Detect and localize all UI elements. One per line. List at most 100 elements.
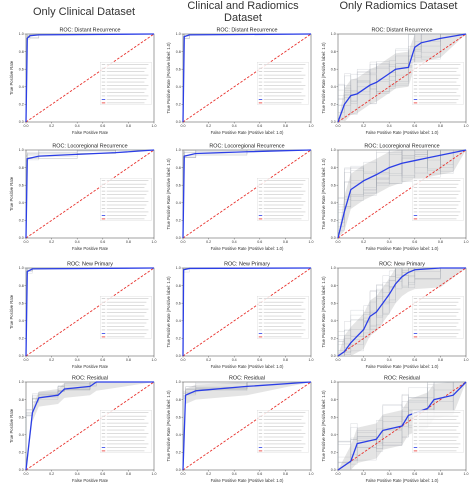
chart-title: ROC: New Primary (224, 262, 270, 268)
chart-title: ROC: Distant Recurrence (59, 28, 120, 34)
x-tick-label: 1.0 (152, 472, 157, 476)
roc-panel-r2c1: ROC: New Primary 0.0 0.0 0.2 0.2 0.4 0.4 0.6 0.6… (165, 258, 315, 370)
chart-title: ROC: Locoregional Recurrence (52, 144, 127, 150)
roc-chart-svg: ROC: Distant Recurrence 0.00.0 0.2 0.2 0.4 0.… (166, 28, 314, 136)
x-tick-label: 1.0 (309, 240, 314, 244)
x-tick-label: 0.0 (336, 124, 341, 128)
y-tick-label: 0.0 (19, 354, 24, 358)
y-tick-label: 0.6 (19, 67, 24, 71)
y-tick-label: 1.0 (331, 380, 336, 384)
x-tick-label: 0.8 (126, 240, 131, 244)
chart-title: ROC: Locoregional Recurrence (209, 144, 284, 150)
y-axis-label: True Positive Rate (Positive label: 1.0) (166, 276, 171, 348)
y-tick-label: 1.0 (19, 148, 24, 152)
x-tick-label: 0.2 (206, 240, 211, 244)
roc-chart-svg: ROC: Locoregional Recurrence 0.00.0 0.2 0.2… (166, 144, 314, 252)
y-axis-label: True Positive Rate (Positive label: 1.0) (321, 42, 326, 114)
y-axis-label: True Positive Rate (9, 60, 14, 95)
y-axis-label: True Positive Rate (Positive label: 1.0) (166, 42, 171, 114)
x-axis-label: False Positive Rate (Positive label: 1.0… (366, 246, 439, 251)
chance-line (182, 33, 312, 123)
y-tick-label: 1.0 (176, 32, 181, 36)
fold-roc-curve (25, 149, 154, 238)
fold-roc-curve (337, 267, 466, 356)
x-tick-label: 0.8 (126, 358, 131, 362)
y-tick-label: 0.8 (331, 284, 336, 288)
y-tick-label: 0.4 (331, 433, 336, 437)
x-tick-label: 0.4 (75, 358, 80, 362)
y-tick-label: 0.4 (331, 201, 336, 205)
x-tick-label: 0.8 (438, 358, 443, 362)
y-tick-label: 0.8 (19, 166, 24, 170)
roc-chart-svg: ROC: New Primary 0.00.0 0.2 0.2 0.4 0.4 0.6 0.6… (166, 262, 314, 370)
legend-box (412, 178, 464, 221)
fold-roc-curve (337, 267, 466, 356)
y-tick-label: 0.4 (176, 433, 181, 437)
y-tick-label: 0.0 (19, 120, 24, 124)
y-tick-label: 0.6 (19, 301, 24, 305)
y-tick-label: 0.4 (19, 201, 24, 205)
y-tick-label: 0.6 (331, 415, 336, 419)
x-tick-label: 0.2 (361, 124, 366, 128)
x-tick-label: 0.2 (49, 472, 54, 476)
x-tick-label: 0.8 (438, 472, 443, 476)
x-tick-label: 1.0 (309, 472, 314, 476)
y-axis-label: True Positive Rate (Positive label: 1.0) (166, 390, 171, 462)
y-tick-label: 0.8 (19, 50, 24, 54)
x-tick-label: 0.6 (100, 472, 105, 476)
chart-title: ROC: Distant Recurrence (216, 28, 277, 34)
x-axis-label: False Positive Rate (72, 364, 109, 369)
x-tick-label: 1.0 (464, 472, 469, 476)
x-tick-label: 0.6 (257, 124, 262, 128)
fold-roc-curve (337, 33, 466, 122)
y-tick-label: 1.0 (19, 32, 24, 36)
y-tick-label: 0.0 (331, 236, 336, 240)
x-tick-label: 0.0 (24, 124, 29, 128)
x-axis-label: False Positive Rate (Positive label: 1.0… (211, 478, 284, 483)
x-tick-label: 0.2 (361, 240, 366, 244)
chart-title: ROC: Residual (72, 376, 108, 382)
roc-panel-r1c1: ROC: Locoregional Recurrence 0.0 0.0 0.2 0.2… (165, 140, 315, 252)
roc-chart-svg: ROC: Residual 0.00.0 0.2 0.2 0.4 0.4 0.6 0.6 0.8… (321, 376, 469, 484)
x-tick-label: 0.0 (24, 240, 29, 244)
mean-roc-curve (337, 149, 467, 239)
x-tick-label: 0.4 (75, 240, 80, 244)
legend-box (257, 178, 309, 221)
mean-roc-curve (182, 381, 312, 471)
x-tick-label: 1.0 (464, 240, 469, 244)
x-tick-label: 0.6 (100, 240, 105, 244)
roc-panel-r0c2: ROC: Distant Recurrence 0.0 0.0 0.2 0.2 0.4 0.… (320, 24, 470, 136)
y-axis-label: True Positive Rate (Positive label: 1.0) (321, 390, 326, 462)
y-tick-label: 1.0 (176, 380, 181, 384)
y-tick-label: 1.0 (19, 266, 24, 270)
x-tick-label: 0.0 (336, 472, 341, 476)
chance-line (337, 149, 467, 239)
x-tick-label: 0.4 (75, 124, 80, 128)
x-tick-label: 0.0 (336, 358, 341, 362)
y-tick-label: 0.4 (19, 433, 24, 437)
y-tick-label: 0.2 (176, 337, 181, 341)
y-tick-label: 0.0 (19, 468, 24, 472)
x-tick-label: 1.0 (309, 358, 314, 362)
x-axis-label: False Positive Rate (72, 130, 109, 135)
mean-roc-curve (25, 33, 155, 123)
y-axis-label: True Positive Rate (Positive label: 1.0) (321, 158, 326, 230)
y-tick-label: 0.2 (19, 103, 24, 107)
chart-title: ROC: Locoregional Recurrence (364, 144, 439, 150)
x-tick-label: 0.6 (100, 358, 105, 362)
y-tick-label: 0.2 (19, 337, 24, 341)
roc-panel-r1c0: ROC: Locoregional Recurrence 0.0 0.0 0.2 0.2… (8, 140, 158, 252)
y-tick-label: 0.0 (331, 354, 336, 358)
roc-panel-r2c2: ROC: New Primary 0.0 0.0 0.2 0.2 0.4 0.4 0.6 0.6… (320, 258, 470, 370)
roc-chart-svg: ROC: New Primary 0.00.0 0.2 0.2 0.4 0.4 0.6 0.6… (9, 262, 157, 370)
y-tick-label: 1.0 (331, 266, 336, 270)
column-header-clinical-radiomics: Clinical and Radiomics Dataset (187, 0, 299, 24)
y-tick-label: 0.8 (176, 50, 181, 54)
x-tick-label: 0.4 (387, 472, 392, 476)
y-tick-label: 0.4 (331, 319, 336, 323)
x-tick-label: 0.4 (387, 124, 392, 128)
y-tick-label: 0.8 (176, 284, 181, 288)
x-tick-label: 0.0 (336, 240, 341, 244)
y-tick-label: 0.4 (331, 85, 336, 89)
x-tick-label: 1.0 (152, 124, 157, 128)
